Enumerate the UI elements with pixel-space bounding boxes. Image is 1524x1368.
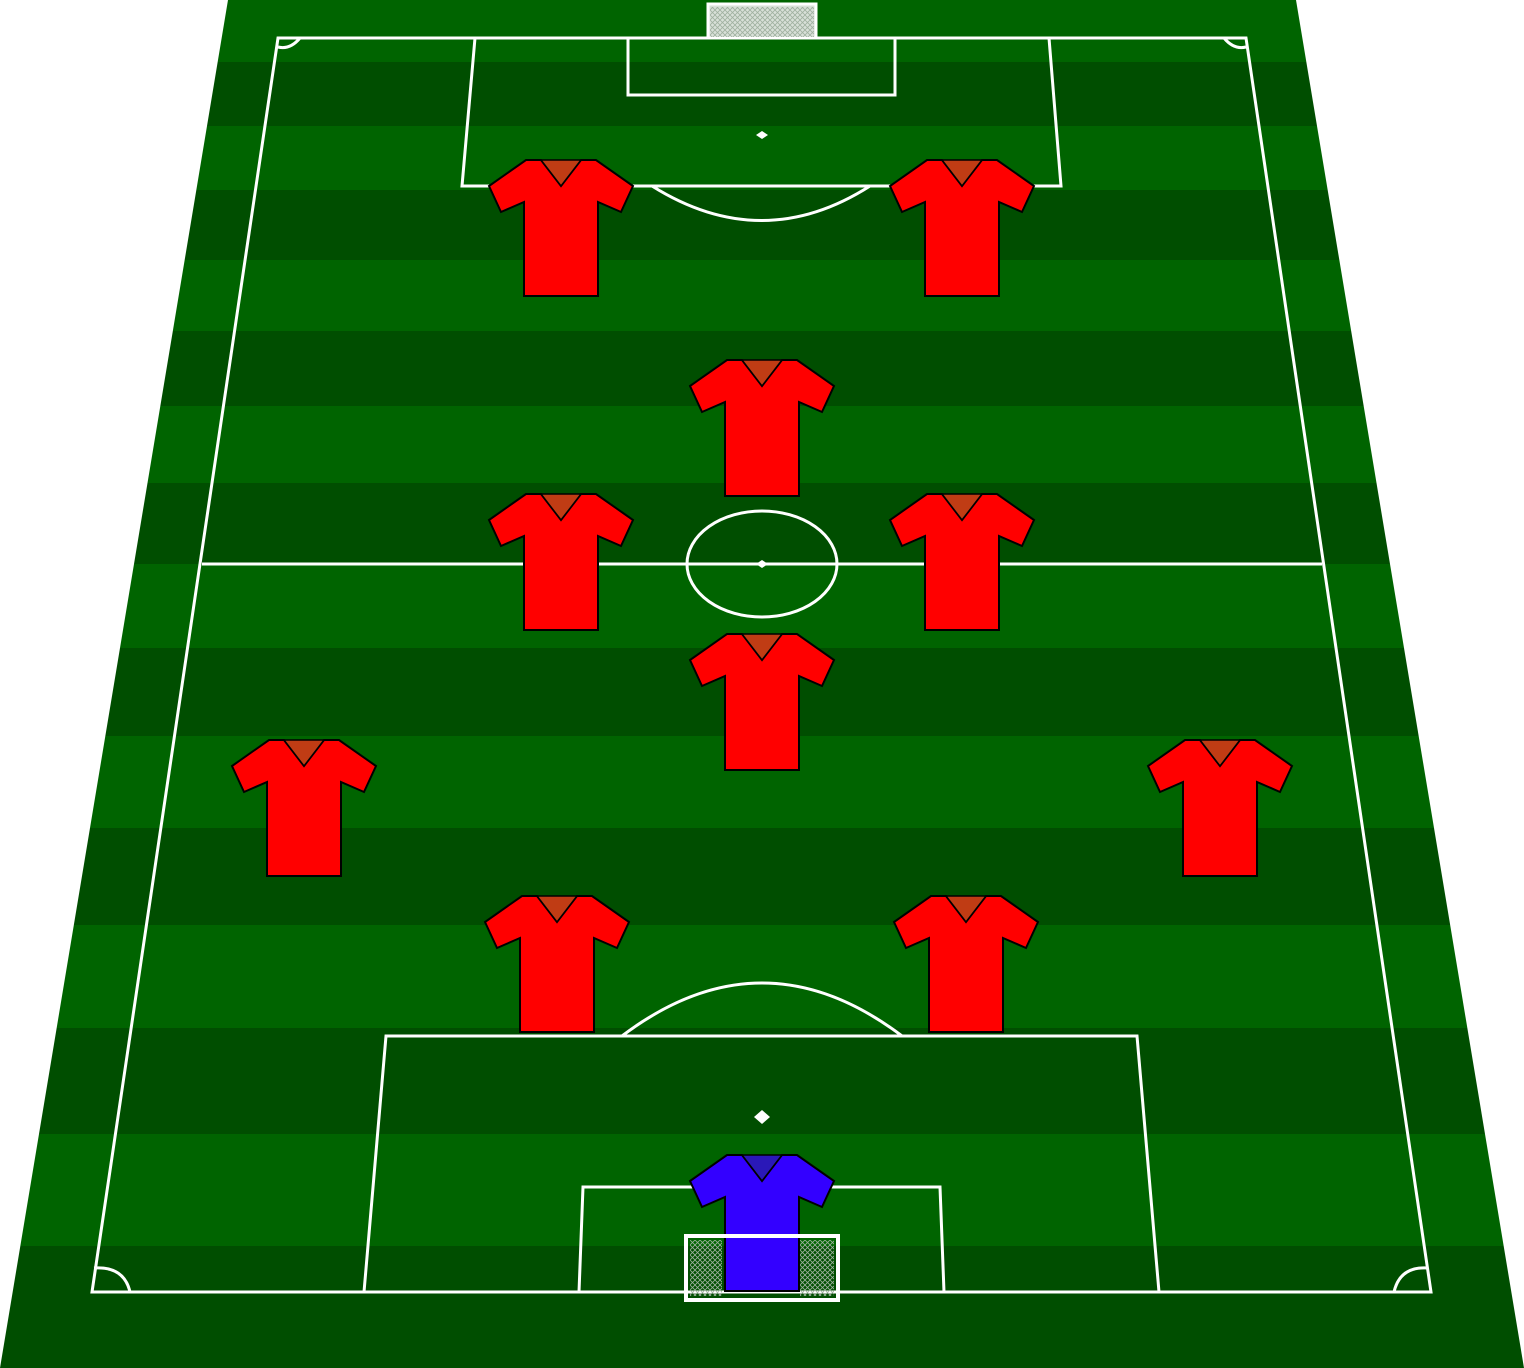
- midfielder-shirt-icon: [688, 633, 836, 771]
- grass-stripe: [0, 260, 1524, 331]
- defender-shirt-icon: [230, 739, 378, 877]
- bottom-penalty-spot: [754, 1110, 770, 1124]
- corner-arc-bottom-right: [1392, 1266, 1429, 1293]
- corner-arc-top-right: [1222, 37, 1247, 50]
- touchline-boundary: [90, 36, 1433, 1294]
- players-layer: [230, 159, 1294, 1292]
- grass-stripe: [0, 190, 1524, 260]
- centre-circle: [685, 509, 839, 619]
- top-penalty-spot: [756, 131, 768, 139]
- grass-stripe: [0, 925, 1524, 1028]
- corner-arc-bottom-left: [93, 1266, 132, 1293]
- top-penalty-area: [460, 37, 1063, 188]
- top-goal-area: [626, 38, 897, 97]
- corner-arc-top-left: [277, 37, 302, 50]
- defender-shirt-icon: [892, 895, 1040, 1033]
- midfielder-shirt-icon: [888, 493, 1036, 631]
- top-penalty-arc: [651, 184, 871, 222]
- bottom-penalty-arc: [621, 981, 903, 1038]
- bottom-goal: [684, 1234, 840, 1302]
- forward-shirt-icon: [487, 159, 635, 297]
- grass-stripe: [0, 828, 1524, 925]
- midfielder-shirt-icon: [688, 359, 836, 497]
- goalkeeper-shirt-icon: [688, 1154, 836, 1292]
- pitch-spots: [754, 131, 770, 1124]
- defender-shirt-icon: [1146, 739, 1294, 877]
- forward-shirt-icon: [888, 159, 1036, 297]
- midfielder-shirt-icon: [487, 493, 635, 631]
- centre-spot: [756, 560, 768, 568]
- top-goal: [706, 2, 818, 40]
- bottom-penalty-area: [362, 1034, 1161, 1293]
- defender-shirt-icon: [483, 895, 631, 1033]
